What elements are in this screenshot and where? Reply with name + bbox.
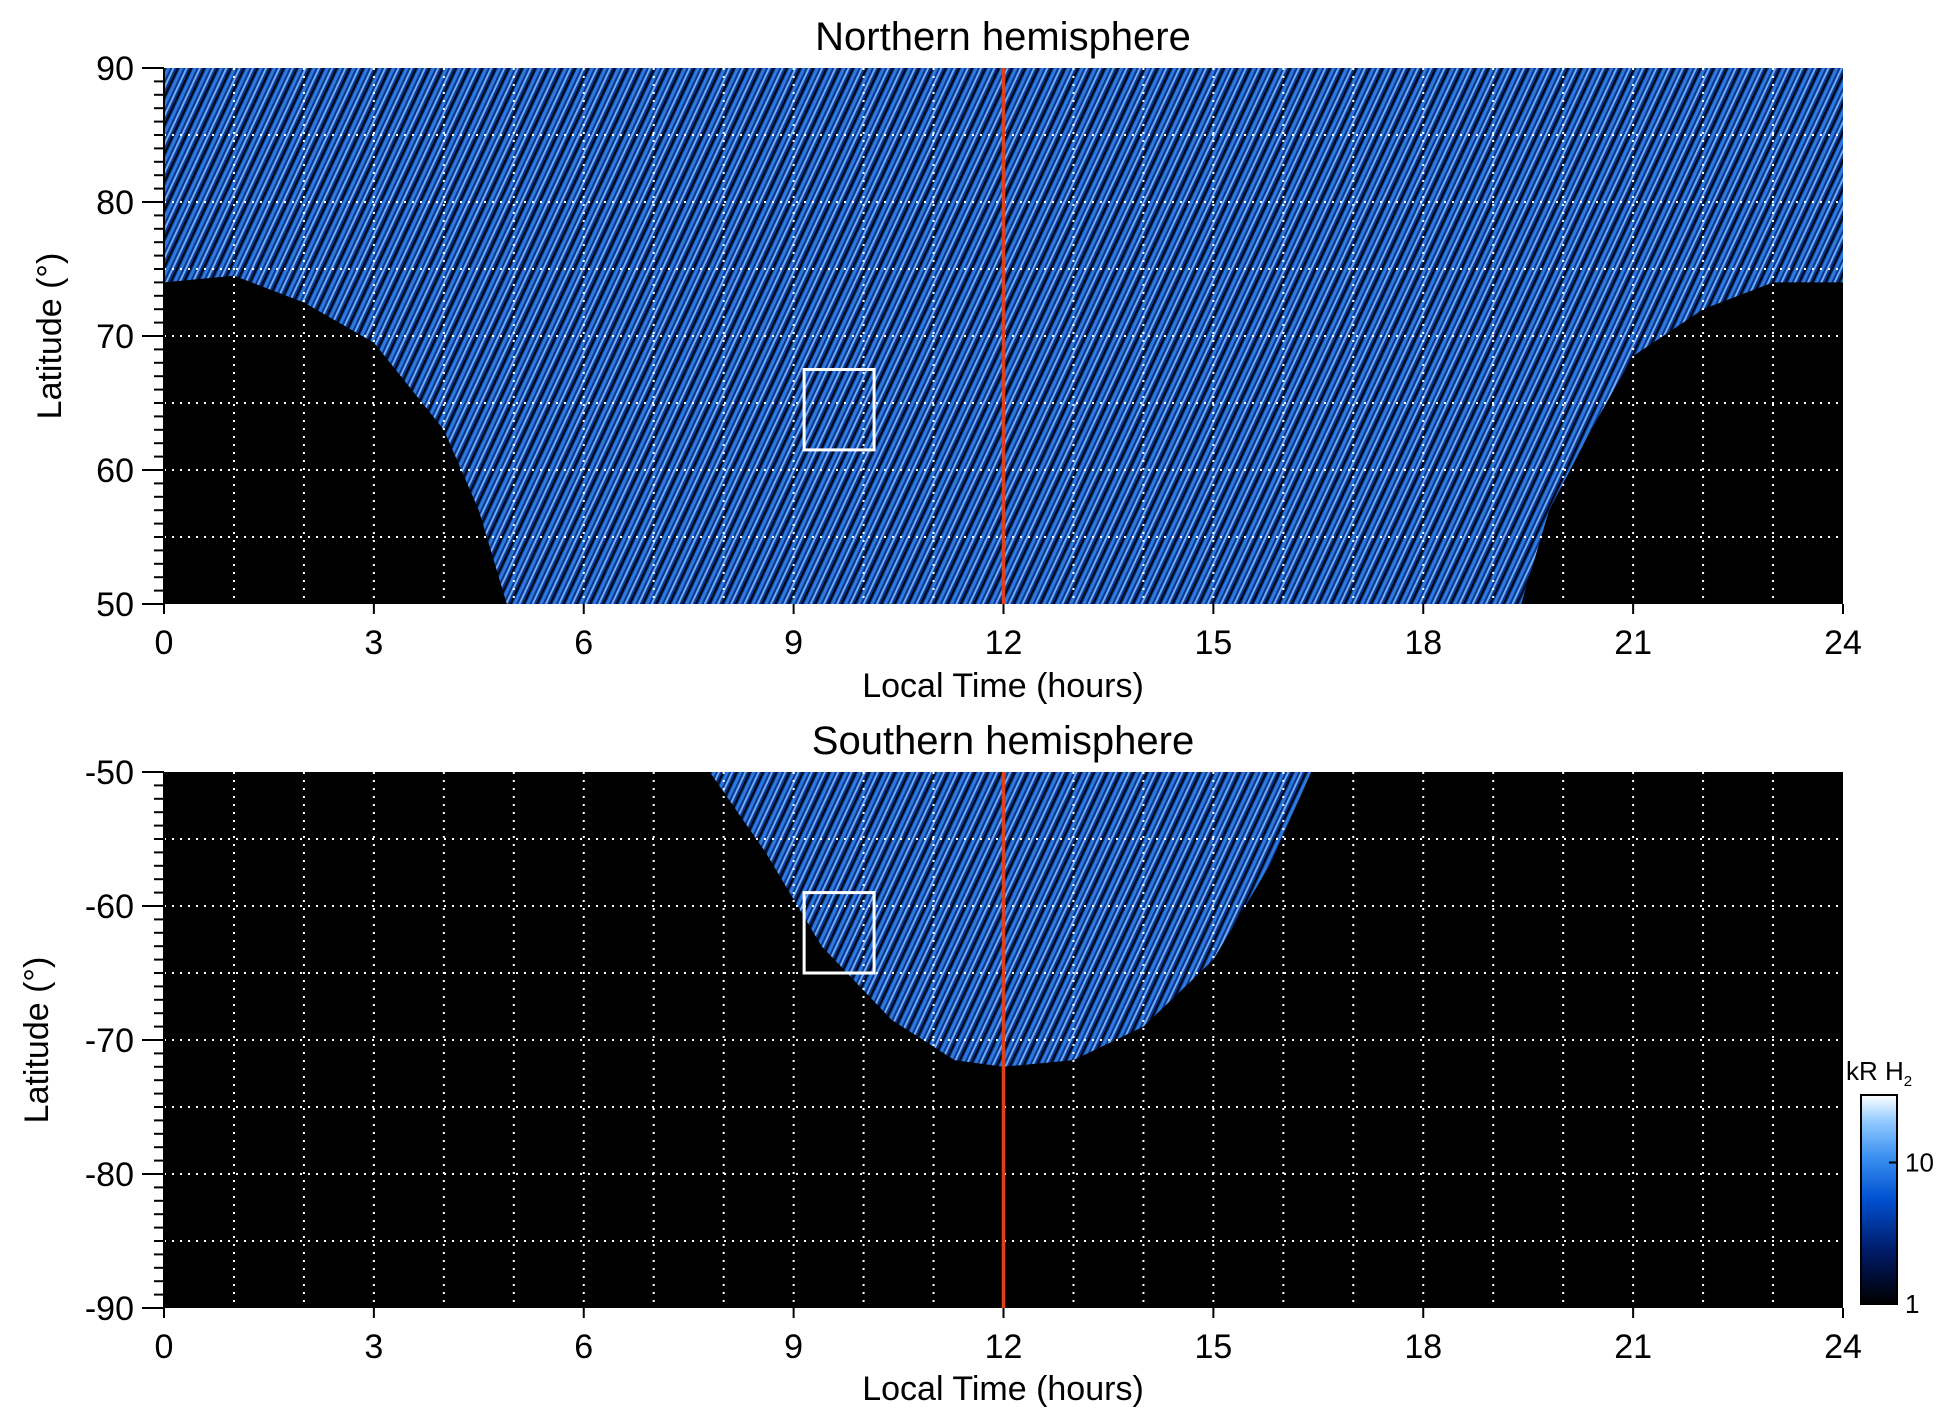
x-tick-label: 9 (784, 1328, 803, 1366)
colorbar-unit: kR H (1846, 1056, 1904, 1086)
colorbar-gradient (1860, 1094, 1898, 1305)
y-tick-label: 50 (96, 586, 134, 624)
x-tick-label: 12 (985, 624, 1023, 662)
x-tick-label: 3 (364, 624, 383, 662)
x-tick-label: 15 (1194, 624, 1232, 662)
northern-x-tick-labels: 0 3 6 9 12 15 18 21 24 (155, 604, 1862, 662)
southern-x-tick-labels: 0 3 6 9 12 15 18 21 24 (155, 1308, 1862, 1366)
y-tick-label: -60 (85, 888, 134, 926)
x-tick-label: 18 (1404, 1328, 1442, 1366)
x-tick-label: 15 (1194, 1328, 1232, 1366)
x-tick-label: 3 (364, 1328, 383, 1366)
northern-y-tick-labels: 50 60 70 80 90 (96, 50, 165, 624)
y-tick-label: 70 (96, 318, 134, 356)
x-tick-label: 21 (1614, 1328, 1652, 1366)
y-tick-label: -80 (85, 1156, 134, 1194)
y-tick-label: 60 (96, 452, 134, 490)
colorbar: kR H2 10 1 (1846, 1056, 1934, 1319)
x-tick-label: 9 (784, 624, 803, 662)
northern-y-axis-label: Latitude (°) (31, 253, 69, 420)
x-tick-label: 24 (1824, 1328, 1862, 1366)
southern-y-axis-label: Latitude (°) (18, 957, 56, 1124)
colorbar-ticks: 10 1 (1889, 1148, 1934, 1319)
y-tick-label: 80 (96, 184, 134, 222)
northern-panel: Northern hemisphere 0 3 6 9 12 15 18 21 24 50 60 7… (31, 15, 1862, 705)
colorbar-tick-label: 1 (1905, 1289, 1919, 1319)
x-tick-label: 21 (1614, 624, 1652, 662)
x-tick-label: 12 (985, 1328, 1023, 1366)
x-tick-label: 6 (574, 1328, 593, 1366)
southern-highlight-box (802, 891, 876, 975)
southern-coverage-region (709, 772, 1312, 1067)
y-tick-label: -70 (85, 1022, 134, 1060)
x-tick-label: 24 (1824, 624, 1862, 662)
southern-x-axis-label: Local Time (hours) (862, 1370, 1144, 1408)
x-tick-label: 6 (574, 624, 593, 662)
y-tick-label: 90 (96, 50, 134, 88)
colorbar-unit-subscript: 2 (1904, 1073, 1912, 1090)
y-tick-label: -90 (85, 1290, 134, 1328)
northern-title: Northern hemisphere (815, 15, 1191, 59)
southern-panel: Southern hemisphere 0 3 6 9 12 15 18 21 24 -50 -6… (18, 719, 1862, 1408)
northern-highlight-box (802, 368, 876, 452)
x-tick-label: 0 (155, 1328, 174, 1366)
northern-x-axis-label: Local Time (hours) (862, 667, 1144, 705)
colorbar-label: kR H2 (1846, 1056, 1912, 1090)
colorbar-tick-label: 10 (1905, 1148, 1934, 1178)
x-tick-label: 18 (1404, 624, 1442, 662)
x-tick-label: 0 (155, 624, 174, 662)
southern-y-tick-labels: -50 -60 -70 -80 -90 (85, 754, 165, 1328)
y-tick-label: -50 (85, 754, 134, 792)
southern-title: Southern hemisphere (812, 719, 1194, 763)
